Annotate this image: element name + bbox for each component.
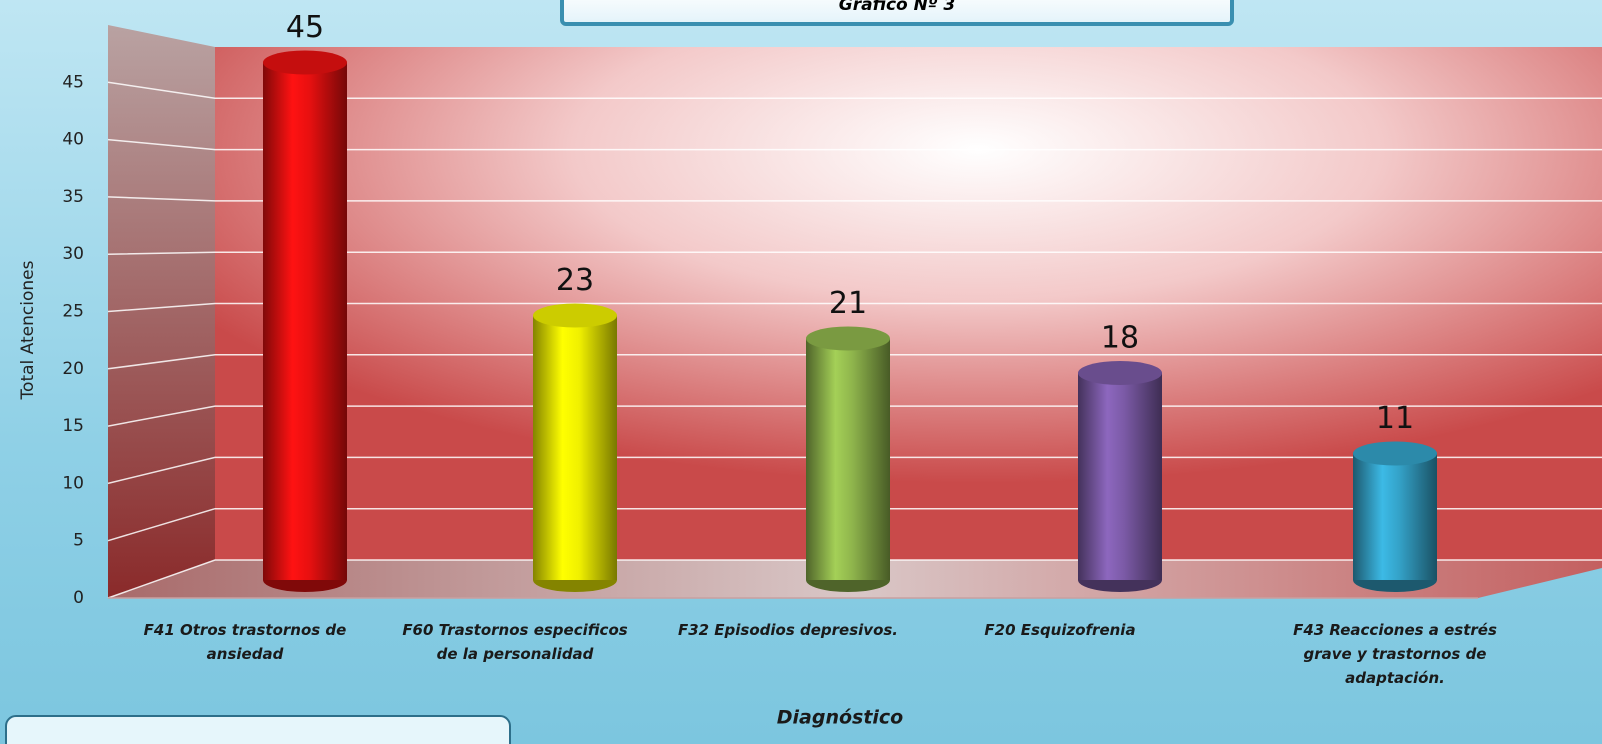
- x-tick-label: F60 Trastornos especificos de la persona…: [402, 621, 628, 663]
- grid-line: [107, 251, 1602, 255]
- value-label: 23: [556, 263, 594, 298]
- grid-line: [107, 81, 1602, 100]
- y-tick-label: 5: [73, 531, 84, 551]
- bar-top: [1353, 441, 1437, 466]
- y-tick-label: 10: [62, 473, 84, 493]
- x-tick-label: F20 Esquizofrenia: [984, 621, 1136, 639]
- grid-line: [107, 196, 1602, 202]
- side-wall: [108, 25, 215, 598]
- bar-top: [263, 50, 347, 75]
- x-tick-label: F32 Episodios depresivos.: [677, 621, 899, 639]
- value-label: 18: [1101, 321, 1139, 356]
- bar: [806, 338, 890, 580]
- bar: [263, 62, 347, 580]
- bar-top: [533, 303, 617, 328]
- bar: [1078, 373, 1162, 580]
- y-axis-title: Total Atenciones: [18, 260, 38, 400]
- x-axis-title: Diagnóstico: [777, 707, 904, 729]
- plot-area: 0 5 10 15 20 25 30 35 40 45 45 23 21 18 11: [62, 10, 1602, 608]
- bar-top: [806, 326, 890, 351]
- y-tick-label: 35: [62, 187, 84, 207]
- bar: [1353, 453, 1437, 580]
- value-label: 11: [1376, 401, 1414, 436]
- x-tick-label: F41 Otros trastornos de ansiedad: [143, 621, 347, 663]
- y-tick-label: 45: [62, 72, 84, 92]
- grid-line: [107, 354, 1602, 370]
- grid-line: [107, 302, 1602, 313]
- bar: [533, 315, 617, 580]
- title-box: [560, 0, 1234, 26]
- bar-top: [1078, 361, 1162, 385]
- y-tick-label: 20: [62, 359, 84, 379]
- chart-title: Gráfico Nº 3: [839, 0, 955, 15]
- value-label: 21: [829, 286, 867, 321]
- value-label: 45: [286, 10, 324, 45]
- y-tick-label: 0: [73, 588, 84, 608]
- grid-line: [107, 138, 1602, 151]
- y-tick-label: 30: [62, 244, 84, 264]
- y-tick-label: 25: [62, 302, 84, 322]
- y-tick-label: 15: [62, 416, 84, 436]
- note-box: [5, 715, 511, 744]
- x-tick-label: F43 Reacciones a estrés grave y trastorn…: [1293, 621, 1497, 687]
- y-tick-label: 40: [62, 130, 84, 150]
